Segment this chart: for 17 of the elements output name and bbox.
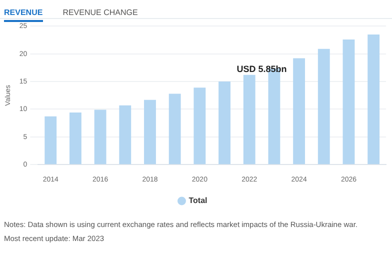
bar	[94, 110, 106, 164]
bar	[144, 100, 156, 164]
text: REVENUE	[4, 5, 43, 22]
bar	[218, 82, 230, 164]
bar	[69, 112, 82, 164]
annotation: USD 5.85bn	[236, 64, 287, 74]
bar	[119, 105, 132, 164]
text: REVENUE CHANGE	[62, 7, 138, 19]
bar	[243, 74, 256, 164]
bar	[44, 116, 57, 164]
bar	[318, 48, 330, 164]
bar	[368, 34, 380, 164]
bar	[293, 58, 306, 164]
bar	[194, 88, 206, 164]
legend-label: Total	[188, 196, 208, 206]
bar	[342, 39, 355, 164]
bar	[168, 94, 181, 164]
